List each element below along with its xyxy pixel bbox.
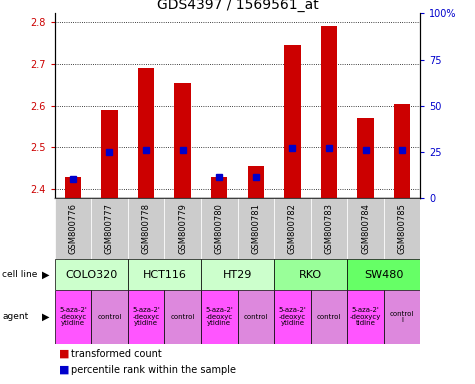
Bar	[274, 198, 311, 259]
Bar	[238, 290, 274, 344]
Title: GDS4397 / 1569561_at: GDS4397 / 1569561_at	[157, 0, 318, 12]
Bar	[274, 290, 311, 344]
Bar	[101, 110, 118, 198]
Text: 5-aza-2'
-deoxyc
ytidine: 5-aza-2' -deoxyc ytidine	[205, 307, 233, 326]
Text: ▶: ▶	[42, 270, 50, 280]
Text: ▶: ▶	[42, 312, 50, 322]
Text: transformed count: transformed count	[71, 349, 162, 359]
Bar	[55, 198, 91, 259]
Text: SW480: SW480	[364, 270, 403, 280]
Bar	[394, 104, 410, 198]
Bar	[201, 290, 238, 344]
Bar	[347, 259, 420, 290]
Bar	[311, 290, 347, 344]
Bar	[311, 198, 347, 259]
Bar	[201, 198, 238, 259]
Text: RKO: RKO	[299, 270, 322, 280]
Text: 5-aza-2'
-deoxyc
ytidine: 5-aza-2' -deoxyc ytidine	[132, 307, 160, 326]
Text: GSM800785: GSM800785	[398, 203, 407, 253]
Text: GSM800776: GSM800776	[68, 203, 77, 254]
Bar	[65, 177, 81, 198]
Text: cell line: cell line	[2, 270, 38, 279]
Text: GSM800778: GSM800778	[142, 203, 151, 254]
Text: ■: ■	[59, 365, 70, 375]
Text: ■: ■	[59, 349, 70, 359]
Bar	[128, 259, 201, 290]
Bar	[211, 177, 228, 198]
Bar	[347, 198, 384, 259]
Bar	[128, 290, 164, 344]
Bar	[91, 290, 128, 344]
Bar	[55, 290, 91, 344]
Text: HT29: HT29	[223, 270, 252, 280]
Bar	[321, 26, 337, 198]
Bar	[164, 290, 201, 344]
Bar	[174, 83, 191, 198]
Text: GSM800784: GSM800784	[361, 203, 370, 253]
Bar	[247, 166, 264, 198]
Text: percentile rank within the sample: percentile rank within the sample	[71, 365, 236, 375]
Bar	[384, 290, 420, 344]
Bar	[201, 259, 274, 290]
Text: GSM800783: GSM800783	[324, 203, 333, 254]
Text: HCT116: HCT116	[142, 270, 186, 280]
Text: GSM800779: GSM800779	[178, 203, 187, 253]
Bar	[164, 198, 201, 259]
Bar	[347, 290, 384, 344]
Text: GSM800782: GSM800782	[288, 203, 297, 253]
Text: COLO320: COLO320	[65, 270, 117, 280]
Bar	[138, 68, 154, 198]
Text: control
l: control l	[390, 311, 414, 323]
Text: control: control	[317, 314, 341, 320]
Bar	[274, 259, 347, 290]
Text: 5-aza-2'
-deoxycy
tidine: 5-aza-2' -deoxycy tidine	[350, 307, 381, 326]
Text: 5-aza-2'
-deoxyc
ytidine: 5-aza-2' -deoxyc ytidine	[278, 307, 306, 326]
Bar	[91, 198, 128, 259]
Bar	[284, 45, 301, 198]
Text: control: control	[97, 314, 122, 320]
Bar	[238, 198, 274, 259]
Text: GSM800777: GSM800777	[105, 203, 114, 254]
Text: GSM800781: GSM800781	[251, 203, 260, 253]
Bar	[128, 198, 164, 259]
Text: control: control	[244, 314, 268, 320]
Text: control: control	[171, 314, 195, 320]
Text: GSM800780: GSM800780	[215, 203, 224, 253]
Text: agent: agent	[2, 312, 28, 321]
Bar	[55, 259, 128, 290]
Bar	[357, 118, 374, 198]
Text: 5-aza-2'
-deoxyc
ytidine: 5-aza-2' -deoxyc ytidine	[59, 307, 87, 326]
Bar	[384, 198, 420, 259]
